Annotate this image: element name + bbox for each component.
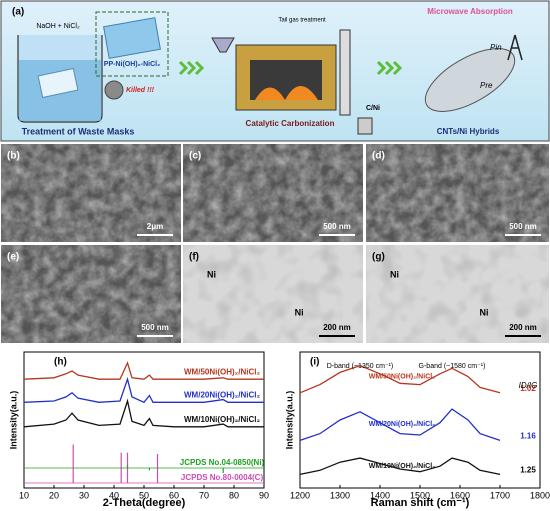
panel-label: (f) bbox=[189, 252, 199, 263]
spectrum-line bbox=[23, 361, 264, 380]
step-label: Treatment of Waste Masks bbox=[22, 126, 135, 136]
virus-icon bbox=[104, 80, 124, 100]
x-tick-label: 1600 bbox=[450, 490, 470, 500]
series-label: WM/50Ni(OH)₂/NiCl₂ bbox=[184, 367, 260, 376]
ni-marker: Ni bbox=[390, 269, 399, 279]
series-label: WM/10Ni(OH)₂/NiCl₂ bbox=[369, 463, 436, 470]
spectrum-line bbox=[23, 376, 264, 404]
scale-bar-label: 500 nm bbox=[141, 323, 169, 332]
spectrum-line bbox=[299, 457, 501, 476]
x-tick-label: 1400 bbox=[370, 490, 390, 500]
panel-label: (h) bbox=[54, 357, 67, 368]
series-label: JCPDS No.04-0850(Ni) bbox=[180, 458, 265, 467]
scale-bar-label: 500 nm bbox=[323, 222, 351, 231]
x-tick-label: 20 bbox=[49, 490, 59, 500]
cnt-tube bbox=[424, 48, 516, 112]
x-tick-label: 80 bbox=[229, 490, 239, 500]
antenna bbox=[507, 34, 523, 61]
micrograph-texture bbox=[366, 144, 549, 242]
x-axis-title: 2-Theta(degree) bbox=[103, 497, 186, 509]
ni-marker: Ni bbox=[295, 307, 304, 317]
flame bbox=[255, 86, 318, 100]
micrograph-texture bbox=[1, 245, 181, 343]
panel-label: (g) bbox=[372, 252, 385, 263]
x-tick-label: 1200 bbox=[290, 490, 310, 500]
mask-label: PP-Ni(OH)₂-NiCl₂ bbox=[104, 61, 160, 68]
micrographs: (b) 2μm (c) 500 nm (d) 500 nm (e) 500 nm (f) 200 … bbox=[1, 144, 549, 343]
microwave-label: Microwave Absorption bbox=[427, 7, 513, 16]
micrograph-texture bbox=[183, 245, 363, 343]
x-tick-label: 30 bbox=[79, 490, 89, 500]
ratio-label: 1.16 bbox=[520, 432, 536, 441]
series-label: WM/50Ni(OH)₂/NiCl₂ bbox=[369, 374, 436, 381]
micrograph-texture bbox=[183, 144, 363, 242]
panel-label: (b) bbox=[7, 151, 20, 162]
scale-bar-label: 200 nm bbox=[509, 323, 537, 332]
charts: 10 20 30 40 50 60 70 80 90 2-Theta(degree) Intensi… bbox=[8, 351, 550, 509]
panel-label: (c) bbox=[189, 151, 201, 162]
mask-icon bbox=[37, 67, 79, 99]
series-label: WM/20Ni(OH)₂/NiCl₂ bbox=[369, 421, 436, 428]
x-tick-label: 70 bbox=[199, 490, 209, 500]
scale-bar-label: 200 nm bbox=[323, 323, 351, 332]
scale-bar-label: 2μm bbox=[147, 222, 163, 231]
ni-marker: Ni bbox=[207, 269, 216, 279]
x-tick-label: 60 bbox=[169, 490, 179, 500]
product-label: C/Ni bbox=[366, 105, 380, 112]
annotation: G-band (~1580 cm⁻¹) bbox=[419, 363, 486, 370]
x-tick-label: 1700 bbox=[490, 490, 510, 500]
reagent-label: NaOH + NiCl₂ bbox=[36, 23, 80, 30]
y-axis-title: Intensity(a.u.) bbox=[8, 391, 18, 450]
ratio-label: 1.02 bbox=[520, 384, 536, 393]
collector bbox=[357, 117, 373, 135]
power-label: Pre bbox=[480, 81, 493, 90]
panel-label: (d) bbox=[372, 151, 385, 162]
micrograph-texture bbox=[1, 144, 181, 242]
x-tick-label: 1500 bbox=[410, 490, 430, 500]
tail-gas-label: Tail gas treatment bbox=[278, 18, 326, 24]
ratio-header: ID/IG bbox=[519, 381, 538, 390]
x-tick-label: 1300 bbox=[330, 490, 350, 500]
hybrids-label: CNTs/Ni Hybrids bbox=[437, 127, 500, 136]
series-label: WM/20Ni(OH)₂/NiCl₂ bbox=[184, 390, 260, 399]
ratio-label: 1.25 bbox=[520, 466, 536, 475]
killed-label: Killed !!! bbox=[126, 87, 155, 94]
dashed-box bbox=[95, 11, 169, 77]
x-tick-label: 40 bbox=[109, 490, 119, 500]
x-tick-label: 1800 bbox=[530, 490, 550, 500]
spectrum-line bbox=[299, 364, 501, 394]
series-label: WM/10Ni(OH)₂/NiCl₂ bbox=[184, 415, 260, 424]
ni-marker: Ni bbox=[479, 307, 488, 317]
spectrum-line bbox=[299, 408, 501, 442]
series-label: JCPDS No.80-0004(C) bbox=[181, 473, 264, 482]
scale-bar-label: 500 nm bbox=[509, 222, 537, 231]
panel-label: (a) bbox=[12, 7, 24, 18]
y-axis-title: Intensity(a.u.) bbox=[284, 391, 294, 450]
spectrum-line bbox=[23, 398, 264, 428]
arrows bbox=[178, 60, 403, 76]
panel-label: (i) bbox=[310, 357, 319, 368]
mask-icon bbox=[103, 17, 161, 59]
step-label: Catalytic Carbonization bbox=[246, 119, 335, 128]
funnel bbox=[211, 37, 235, 53]
x-tick-label: 50 bbox=[139, 490, 149, 500]
x-tick-label: 10 bbox=[19, 490, 29, 500]
x-axis-title: Raman shift (cm⁻¹) bbox=[371, 497, 470, 509]
power-label: Pin bbox=[490, 43, 502, 52]
schematic: (a) NaOH + NiCl₂ PP-Ni(OH)₂-NiCl₂ Killed… bbox=[0, 0, 550, 142]
annotation: D-band (~1350 cm⁻¹) bbox=[327, 363, 394, 370]
panel-label: (e) bbox=[7, 252, 19, 263]
x-tick-label: 90 bbox=[259, 490, 269, 500]
column bbox=[339, 29, 351, 116]
micrograph-texture bbox=[366, 245, 549, 343]
